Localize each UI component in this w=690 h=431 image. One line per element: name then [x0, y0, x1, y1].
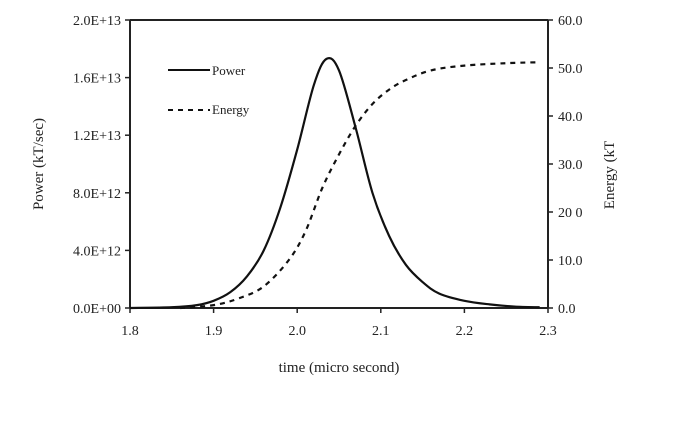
y-left-axis-title: Power (kT/sec)	[31, 118, 47, 210]
y-left-tick-label: 8.0E+12	[73, 187, 121, 202]
series-power-line	[129, 56, 540, 310]
y-left-tick-label: 4.0E+12	[73, 244, 121, 259]
y-left-tick-label: 0.0E+00	[73, 302, 121, 317]
y-right-axis-title: Energy (kT	[602, 141, 618, 209]
legend-power-label: Power	[212, 63, 246, 78]
x-tick-label: 1.9	[205, 324, 223, 339]
series-layer	[129, 56, 540, 310]
x-tick-label: 2.2	[456, 324, 474, 339]
series-energy-line	[180, 61, 540, 310]
y-right-tick-label: 0.0	[558, 302, 576, 317]
x-axis-title: time (micro second)	[279, 360, 400, 376]
x-tick-label: 2.3	[539, 324, 557, 339]
y-right-tick-label: 10.0	[558, 254, 583, 269]
legend-energy-label: Energy	[212, 102, 250, 117]
legend: Power Energy	[168, 63, 250, 117]
y-right-tick-label: 60.0	[558, 14, 583, 29]
y-right-tick-label: 30.0	[558, 158, 583, 173]
y-right-tick-label: 40.0	[558, 110, 583, 125]
y-right-tick-label: 20 0	[558, 206, 583, 221]
y-left-tick-label: 1.2E+13	[73, 129, 121, 144]
x-tick-label: 2.0	[288, 324, 306, 339]
x-tick-label: 1.8	[121, 324, 139, 339]
x-tick-label: 2.1	[372, 324, 390, 339]
ticks-layer: 1.8 1.9 2.0 2.1 2.2 2.3 0.0E+00 4.0E+12 8.0E+12 1…	[73, 14, 582, 339]
y-right-tick-label: 50.0	[558, 62, 583, 77]
y-left-tick-label: 2.0E+13	[73, 14, 121, 29]
y-left-tick-label: 1.6E+13	[73, 72, 121, 87]
